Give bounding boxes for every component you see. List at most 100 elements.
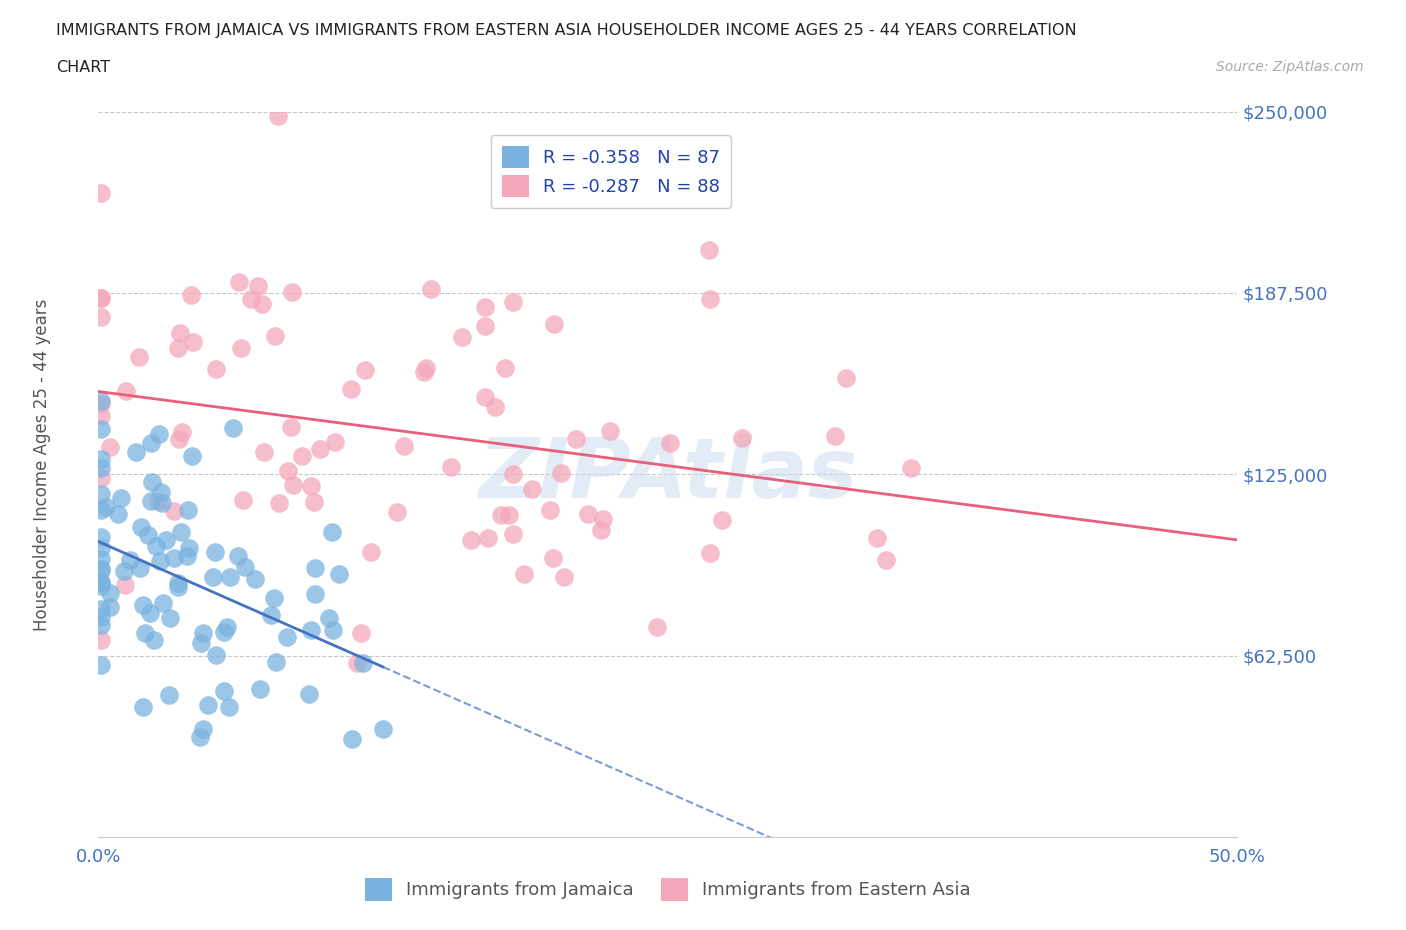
Point — [440, 459, 463, 474]
Point — [252, 297, 274, 312]
Point — [302, 495, 325, 510]
Point — [565, 432, 588, 446]
Point — [502, 526, 524, 541]
Point — [280, 419, 302, 434]
Point — [304, 587, 326, 602]
Point — [157, 688, 180, 703]
Point — [180, 287, 202, 302]
Point — [824, 429, 846, 444]
Text: IMMIGRANTS FROM JAMAICA VS IMMIGRANTS FROM EASTERN ASIA HOUSEHOLDER INCOME AGES : IMMIGRANTS FROM JAMAICA VS IMMIGRANTS FR… — [56, 23, 1077, 38]
Point — [149, 554, 172, 569]
Point — [233, 560, 256, 575]
Point — [191, 625, 214, 640]
Point — [125, 445, 148, 459]
Point — [308, 442, 330, 457]
Point — [129, 561, 152, 576]
Point — [218, 699, 240, 714]
Point — [139, 493, 162, 508]
Point — [90, 575, 112, 590]
Point — [181, 335, 204, 350]
Point — [866, 531, 889, 546]
Point — [90, 540, 112, 555]
Point — [711, 512, 734, 527]
Point — [98, 599, 121, 614]
Point — [520, 482, 543, 497]
Point — [141, 474, 163, 489]
Point — [90, 408, 112, 423]
Point — [489, 508, 512, 523]
Point — [90, 601, 112, 616]
Point — [263, 591, 285, 605]
Point — [90, 563, 112, 578]
Point — [304, 560, 326, 575]
Point — [498, 508, 520, 523]
Point — [170, 425, 193, 440]
Point — [553, 570, 575, 585]
Point — [226, 549, 249, 564]
Point — [146, 494, 169, 509]
Point — [90, 502, 112, 517]
Point — [143, 632, 166, 647]
Point — [90, 452, 112, 467]
Point — [697, 243, 720, 258]
Point — [163, 503, 186, 518]
Point — [321, 525, 343, 540]
Point — [264, 328, 287, 343]
Point — [346, 656, 368, 671]
Point — [163, 551, 186, 565]
Point — [253, 445, 276, 459]
Point — [502, 294, 524, 309]
Point — [420, 281, 443, 296]
Point — [152, 595, 174, 610]
Point — [360, 544, 382, 559]
Point — [90, 393, 112, 408]
Point — [352, 655, 374, 670]
Point — [325, 435, 347, 450]
Point — [100, 585, 122, 600]
Point — [114, 578, 136, 592]
Point — [90, 576, 112, 591]
Point — [215, 619, 238, 634]
Point — [550, 466, 572, 481]
Point — [205, 648, 228, 663]
Point — [148, 427, 170, 442]
Point — [477, 530, 499, 545]
Point — [179, 541, 201, 556]
Point — [90, 291, 112, 306]
Point — [90, 552, 112, 567]
Point — [385, 505, 408, 520]
Point — [166, 340, 188, 355]
Point — [392, 439, 415, 454]
Point — [150, 496, 173, 511]
Point — [90, 658, 112, 672]
Point — [291, 448, 314, 463]
Point — [120, 552, 142, 567]
Text: ZIPAtlas: ZIPAtlas — [478, 433, 858, 515]
Point — [328, 566, 350, 581]
Point — [145, 538, 167, 553]
Point — [264, 655, 287, 670]
Point — [266, 109, 288, 124]
Point — [412, 365, 434, 379]
Point — [875, 552, 897, 567]
Point — [167, 576, 190, 591]
Point — [96, 500, 118, 515]
Point — [599, 424, 621, 439]
Point — [589, 522, 612, 537]
Point — [260, 608, 283, 623]
Point — [247, 279, 270, 294]
Point — [354, 362, 377, 377]
Point — [129, 520, 152, 535]
Legend: Immigrants from Jamaica, Immigrants from Eastern Asia: Immigrants from Jamaica, Immigrants from… — [364, 879, 972, 900]
Point — [188, 729, 211, 744]
Point — [243, 571, 266, 586]
Point — [494, 360, 516, 375]
Point — [139, 605, 162, 620]
Point — [202, 569, 225, 584]
Point — [90, 310, 112, 325]
Point — [176, 549, 198, 564]
Point — [450, 329, 472, 344]
Point — [699, 292, 721, 307]
Point — [502, 467, 524, 482]
Point — [204, 544, 226, 559]
